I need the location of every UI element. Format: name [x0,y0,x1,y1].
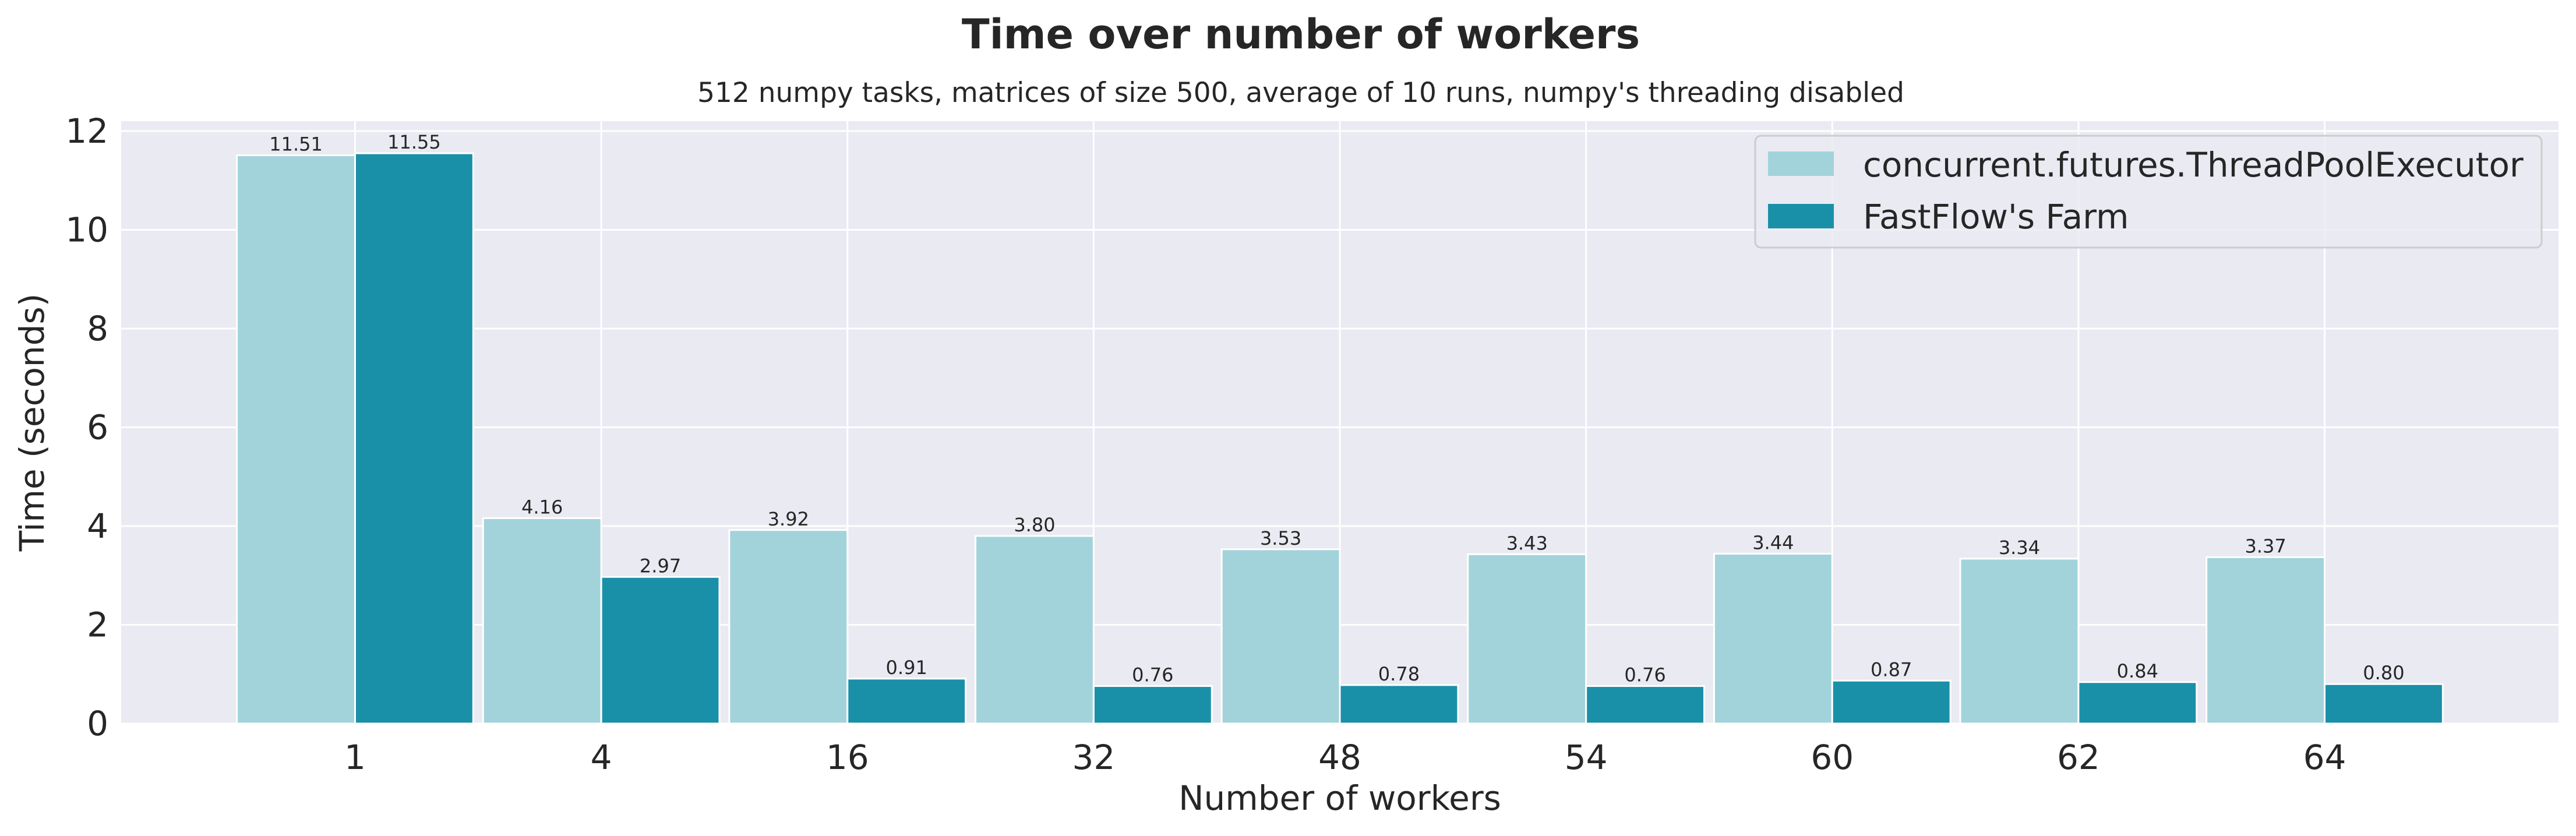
bar-series1-16 [846,678,967,725]
data-label-series1-60: 0.87 [1871,658,1912,680]
bar-series1-54 [1585,685,1705,725]
bar-series1-32 [1092,685,1213,725]
x-tick-label-16: 16 [826,738,869,777]
y-tick-labels: 0 2 4 6 8 10 12 [65,111,108,743]
chart-subtitle: 512 numpy tasks, matrices of size 500, a… [697,77,1904,109]
data-label-series0-1: 11.51 [269,133,323,155]
legend-box [1754,135,2543,249]
x-tick-label-54: 54 [1565,738,1608,777]
data-label-series1-16: 0.91 [886,657,927,679]
bar-series0-16 [728,529,849,725]
data-label-series1-48: 0.78 [1378,663,1420,685]
legend-swatch-fastflow [1768,204,1834,228]
x-tick-label-48: 48 [1318,738,1361,777]
y-tick-label-10: 10 [65,210,108,249]
x-tick-labels: 1 4 16 32 48 54 60 62 64 [344,738,2346,777]
bar-series1-1 [354,152,474,725]
data-label-series0-60: 3.44 [1752,531,1794,553]
data-label-series0-64: 3.37 [2245,535,2286,557]
y-tick-label-2: 2 [87,605,108,644]
data-label-series0-48: 3.53 [1260,527,1301,549]
data-label-series0-4: 4.16 [521,496,563,518]
data-label-series1-62: 0.84 [2117,660,2158,682]
data-labels: 11.51 4.16 3.92 3.80 3.53 3.43 3.44 3.34 3.37 11.… [269,131,2404,686]
bar-series0-62 [1959,558,2080,725]
y-tick-label-0: 0 [87,704,108,743]
y-tick-label-12: 12 [65,111,108,151]
data-label-series1-32: 0.76 [1132,664,1173,686]
legend: concurrent.futures.ThreadPoolExecutor Fa… [1754,135,2543,249]
bar-series0-54 [1467,553,1587,725]
x-tick-label-32: 32 [1072,738,1115,777]
bar-series0-32 [975,535,1095,725]
y-axis-label: Time (seconds) [12,294,52,552]
x-tick-label-1: 1 [344,738,366,777]
bar-series1-4 [600,576,721,725]
x-tick-label-4: 4 [591,738,612,777]
x-axis-label: Number of workers [1178,778,1501,818]
bar-series0-64 [2206,556,2326,725]
bar-series0-48 [1220,548,1341,725]
legend-label-fastflow: FastFlow's Farm [1863,197,2129,237]
bar-series1-60 [1831,679,1952,725]
bar-series0-60 [1713,552,1833,725]
data-label-series1-54: 0.76 [1624,664,1665,686]
x-tick-label-60: 60 [1811,738,1854,777]
bar-series1-48 [1339,684,1459,725]
data-label-series0-32: 3.80 [1014,514,1055,536]
data-label-series0-16: 3.92 [768,508,809,530]
data-label-series0-62: 3.34 [1999,537,2040,559]
data-label-series1-4: 2.97 [640,555,681,577]
legend-swatch-threadpool [1768,151,1834,176]
data-label-series0-54: 3.43 [1506,532,1548,554]
data-label-series1-1: 11.55 [387,131,441,153]
bar-series0-4 [482,517,602,725]
chart-title: Time over number of workers [962,10,1640,58]
bar-series1-62 [2077,681,2198,725]
bars [236,152,2444,725]
legend-label-threadpool: concurrent.futures.ThreadPoolExecutor [1863,145,2524,185]
y-tick-label-6: 6 [87,407,108,447]
x-tick-label-64: 64 [2303,738,2346,777]
data-label-series1-64: 0.80 [2363,662,2404,684]
x-tick-label-62: 62 [2057,738,2100,777]
bar-series1-64 [2324,683,2444,725]
y-tick-label-4: 4 [87,506,108,546]
y-tick-label-8: 8 [87,309,108,348]
bar-series0-1 [236,154,356,725]
